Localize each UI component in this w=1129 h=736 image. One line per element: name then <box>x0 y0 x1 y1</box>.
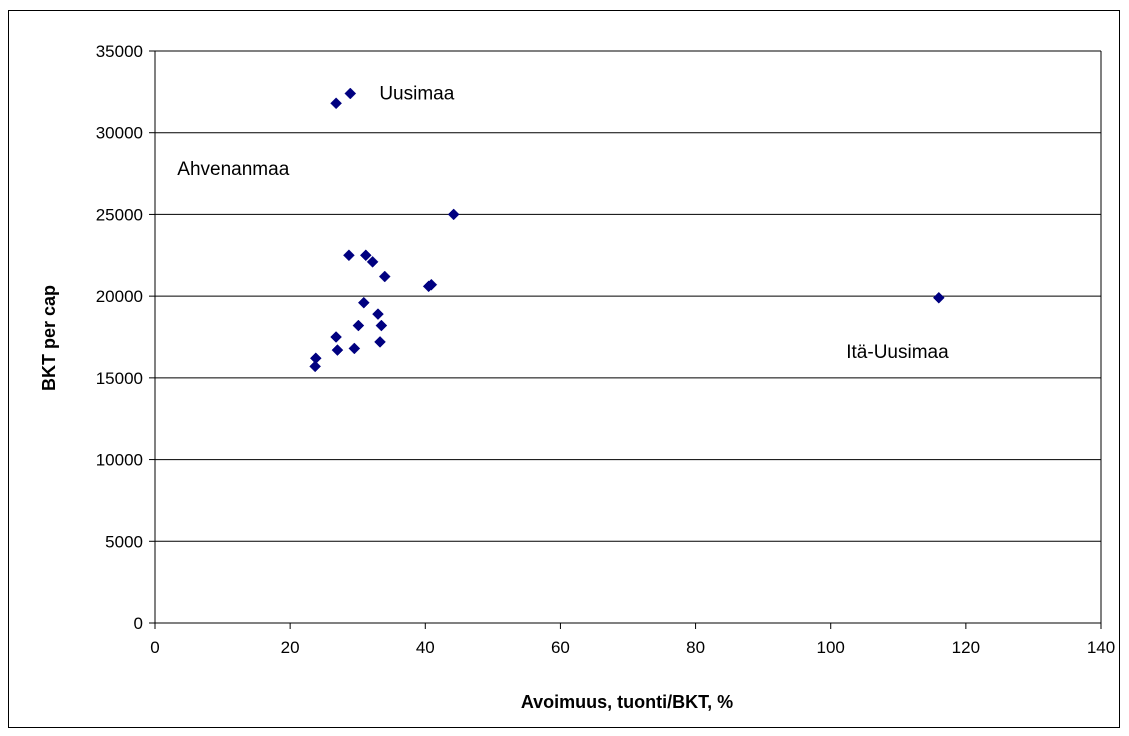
x-tick-labels: 0 20 40 60 80 100 120 140 <box>150 623 1115 657</box>
axes <box>154 51 1102 624</box>
data-point <box>330 97 342 110</box>
data-point <box>359 249 372 262</box>
y-tick-label: 10000 <box>96 451 143 470</box>
data-point <box>425 278 438 291</box>
data-point <box>378 270 391 283</box>
y-tick-label: 0 <box>134 614 143 633</box>
y-tick-label: 35000 <box>96 42 143 61</box>
data-point <box>344 87 357 100</box>
annotation-label: Uusimaa <box>379 84 454 105</box>
y-tick-label: 25000 <box>96 205 143 224</box>
data-point <box>352 319 365 332</box>
y-tick-labels: 0 5000 10000 15000 20000 25000 30000 35000 <box>96 42 155 633</box>
data-point <box>343 249 355 262</box>
x-tick-label: 60 <box>551 638 570 657</box>
annotations: Uusimaa Ahvenanmaa Itä-Uusimaa <box>177 84 949 363</box>
y-tick-label: 5000 <box>105 532 143 551</box>
chart-frame <box>8 10 1120 728</box>
data-point <box>447 208 460 221</box>
data-point <box>309 360 321 373</box>
data-point <box>374 336 386 348</box>
data-point <box>932 291 945 304</box>
annotation-label: Ahvenanmaa <box>177 159 289 180</box>
x-axis-title: Avoimuus, tuonti/BKT, % <box>521 692 733 712</box>
x-tick-label: 100 <box>817 638 845 657</box>
x-tick-label: 140 <box>1087 638 1115 657</box>
data-point <box>375 319 388 332</box>
gridlines <box>155 50 1101 542</box>
data-point <box>348 342 361 355</box>
x-tick-label: 20 <box>281 638 300 657</box>
data-point <box>331 344 344 356</box>
y-tick-label: 30000 <box>96 124 143 143</box>
data-point <box>330 331 342 343</box>
y-tick-label: 15000 <box>96 369 143 388</box>
x-tick-label: 0 <box>150 638 159 657</box>
data-point <box>357 296 370 309</box>
y-tick-label: 20000 <box>96 287 143 306</box>
data-points <box>309 87 945 373</box>
x-tick-label: 80 <box>686 638 705 657</box>
data-point <box>372 308 384 320</box>
y-axis-title: BKT per cap <box>39 285 59 391</box>
annotation-label: Itä-Uusimaa <box>846 342 949 363</box>
x-tick-label: 40 <box>416 638 435 657</box>
x-tick-label: 120 <box>952 638 980 657</box>
data-point <box>366 255 379 268</box>
